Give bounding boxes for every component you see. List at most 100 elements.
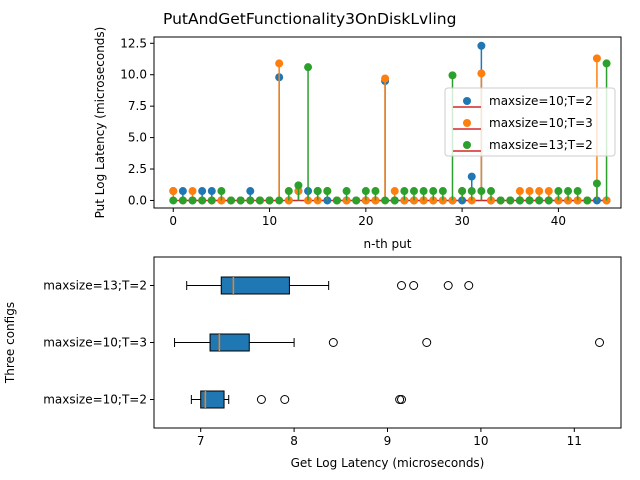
stem-marker bbox=[178, 196, 187, 205]
stem-marker bbox=[207, 187, 216, 196]
stem-marker bbox=[515, 187, 524, 196]
chart-title: PutAndGetFunctionality3OnDiskLvling bbox=[163, 10, 456, 28]
stem-marker bbox=[188, 196, 197, 205]
stem-marker bbox=[246, 187, 255, 196]
stem-marker bbox=[169, 187, 178, 196]
stem-plot: 0 10 20 30 40 0.0 2.5 5.0 7.5 10.0 12.5 n-th put P… bbox=[93, 27, 622, 251]
legend-label: maxsize=13;T=2 bbox=[489, 138, 593, 152]
stem-series bbox=[169, 59, 611, 205]
stem-x-axis-label: n-th put bbox=[364, 237, 412, 251]
box-plot: maxsize=10;T=2 maxsize=10;T=3 maxsize=13;T… bbox=[3, 256, 622, 470]
stem-marker bbox=[467, 187, 476, 196]
x-tick-label: 8 bbox=[290, 434, 298, 448]
flier-point bbox=[443, 281, 453, 290]
x-tick-label: 7 bbox=[197, 434, 205, 448]
stem-marker bbox=[429, 187, 438, 196]
legend-label: maxsize=10;T=3 bbox=[489, 116, 593, 130]
legend-marker bbox=[463, 141, 471, 149]
stem-marker bbox=[458, 187, 467, 196]
stem-marker bbox=[419, 187, 428, 196]
stem-marker bbox=[409, 187, 418, 196]
stem-marker bbox=[592, 179, 601, 188]
y-tick-label: maxsize=13;T=2 bbox=[43, 279, 147, 293]
legend-marker bbox=[463, 97, 471, 105]
stem-marker bbox=[583, 196, 592, 205]
flier-point bbox=[409, 281, 419, 290]
stem-marker bbox=[602, 59, 611, 68]
flier-point bbox=[422, 338, 432, 347]
x-tick-label: 0 bbox=[169, 214, 177, 228]
flier-point bbox=[256, 395, 266, 404]
stem-marker bbox=[506, 196, 515, 205]
flier-point bbox=[397, 281, 407, 290]
stem-marker bbox=[390, 187, 399, 196]
legend-marker bbox=[463, 119, 471, 127]
stem-marker bbox=[564, 187, 573, 196]
stem-marker bbox=[467, 172, 476, 181]
stem-marker bbox=[438, 187, 447, 196]
stem-y-axis-label: Put Log Latency (microseconds) bbox=[93, 27, 107, 219]
flier-point bbox=[464, 281, 474, 290]
stem-marker bbox=[313, 187, 322, 196]
box-group bbox=[174, 333, 605, 352]
stem-marker bbox=[246, 196, 255, 205]
stem-marker bbox=[275, 59, 284, 68]
stem-marker bbox=[323, 187, 332, 196]
box-y-axis-label: Three configs bbox=[3, 302, 17, 384]
y-tick-label: 0.0 bbox=[128, 193, 147, 207]
y-tick-label: maxsize=10;T=3 bbox=[43, 336, 147, 350]
stem-marker bbox=[236, 196, 245, 205]
stem-marker bbox=[390, 196, 399, 205]
stem-marker bbox=[496, 196, 505, 205]
stem-marker bbox=[294, 181, 303, 190]
stem-marker bbox=[477, 69, 486, 78]
flier-point bbox=[395, 395, 405, 404]
box bbox=[220, 276, 290, 295]
stem-marker bbox=[544, 196, 553, 205]
stem-marker bbox=[477, 187, 486, 196]
stem-marker bbox=[371, 187, 380, 196]
stem-marker bbox=[304, 63, 313, 72]
x-tick-label: 30 bbox=[454, 214, 469, 228]
stem-marker bbox=[284, 187, 293, 196]
stem-marker bbox=[400, 187, 409, 196]
stem-marker bbox=[275, 196, 284, 205]
stem-marker bbox=[178, 187, 187, 196]
stem-marker bbox=[515, 196, 524, 205]
stem-marker bbox=[255, 196, 264, 205]
box bbox=[200, 390, 225, 409]
flier-point bbox=[328, 338, 338, 347]
stem-marker bbox=[207, 196, 216, 205]
x-tick-label: 9 bbox=[384, 434, 392, 448]
flier-point bbox=[595, 338, 605, 347]
y-tick-label: 5.0 bbox=[128, 131, 147, 145]
y-tick-label: 12.5 bbox=[120, 36, 147, 50]
stem-marker bbox=[198, 196, 207, 205]
stem-marker bbox=[544, 187, 553, 196]
flier-point bbox=[280, 395, 290, 404]
x-tick-label: 20 bbox=[358, 214, 373, 228]
x-tick-label: 11 bbox=[567, 434, 582, 448]
stem-marker bbox=[188, 187, 197, 196]
stem-marker bbox=[198, 187, 207, 196]
legend-label: maxsize=10;T=2 bbox=[489, 94, 593, 108]
stem-marker bbox=[448, 71, 457, 80]
x-tick-label: 10 bbox=[473, 434, 488, 448]
stem-plot-frame bbox=[153, 36, 622, 209]
stem-marker bbox=[487, 187, 496, 196]
box bbox=[209, 333, 250, 352]
box-group bbox=[186, 276, 474, 295]
stem-marker bbox=[535, 196, 544, 205]
stem-marker bbox=[332, 196, 341, 205]
legend: maxsize=10;T=2 maxsize=10;T=3 maxsize=13;T… bbox=[444, 87, 616, 157]
stem-marker bbox=[554, 187, 563, 196]
stem-marker bbox=[525, 187, 534, 196]
y-tick-label: 2.5 bbox=[128, 162, 147, 176]
stem-marker bbox=[342, 187, 351, 196]
stem-marker bbox=[381, 74, 390, 83]
stem-marker bbox=[592, 54, 601, 63]
x-tick-label: 40 bbox=[551, 214, 566, 228]
stem-marker bbox=[573, 187, 582, 196]
stem-marker bbox=[169, 196, 178, 205]
